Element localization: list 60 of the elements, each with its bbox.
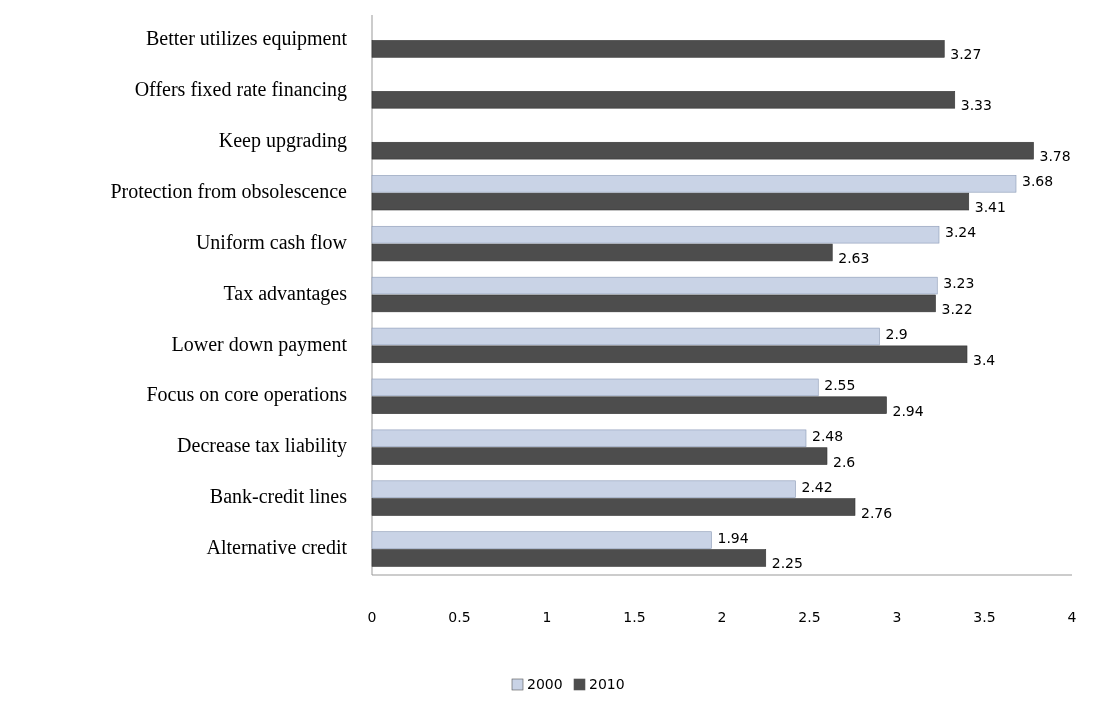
x-tick-label: 0 [367, 609, 377, 625]
data-label: 3.33 [960, 97, 992, 114]
data-label: 3.41 [974, 199, 1006, 216]
data-label: 3.27 [950, 46, 982, 63]
x-tick-label: 0.5 [448, 609, 471, 625]
y-tick-label: Bank-credit lines [209, 485, 348, 508]
data-label: 1.94 [717, 529, 749, 546]
bar [371, 294, 936, 313]
data-label: 2.94 [892, 402, 924, 419]
bar [371, 175, 1017, 193]
bar [371, 531, 712, 549]
data-label: 2.42 [801, 478, 833, 495]
bar [371, 378, 819, 397]
data-label: 2.55 [824, 376, 856, 393]
legend-label: 2010 [589, 676, 625, 692]
y-tick-label: Uniform cash flow [195, 230, 348, 253]
bar [371, 396, 887, 414]
data-label: 2.25 [771, 555, 803, 572]
bar [371, 327, 880, 346]
bar [371, 345, 968, 364]
y-tick-label: Lower down payment [171, 332, 348, 356]
bar [371, 243, 833, 262]
bar [371, 498, 856, 516]
x-tick-label: 3 [892, 609, 902, 625]
y-tick-label: Keep upgrading [218, 128, 347, 152]
y-tick-label: Tax advantages [223, 281, 348, 305]
bar [371, 480, 796, 498]
bar [371, 91, 956, 109]
y-tick-label: Offers fixed rate financing [134, 77, 347, 101]
data-label: 2.76 [861, 504, 893, 521]
bar [371, 40, 945, 58]
x-tick-label: 1.5 [623, 609, 646, 625]
data-label: 3.78 [1039, 148, 1071, 165]
bar [371, 141, 1034, 160]
data-label: 2.9 [885, 326, 908, 342]
data-label: 2.48 [812, 427, 844, 444]
data-label: 3.22 [941, 300, 973, 317]
bar [371, 447, 828, 465]
data-label: 2.6 [833, 453, 856, 470]
bar [371, 192, 970, 211]
y-tick-label: Better utilizes equipment [145, 27, 348, 51]
y-tick-label: Alternative credit [206, 536, 348, 559]
bar [371, 276, 938, 295]
y-tick-label: Decrease tax liability [177, 434, 347, 458]
data-label: 2.63 [838, 250, 870, 266]
x-tick-label: 3.5 [973, 609, 996, 625]
x-tick-label: 4 [1067, 609, 1077, 625]
data-label: 3.4 [973, 351, 996, 368]
y-tick-label: Protection from obsolescence [110, 179, 348, 202]
x-tick-label: 1 [542, 609, 552, 625]
data-label: 3.23 [943, 275, 975, 292]
x-tick-label: 2 [717, 609, 727, 625]
data-label: 3.68 [1022, 173, 1054, 190]
bar [371, 549, 767, 567]
bar [371, 225, 940, 244]
y-tick-label: Focus on core operations [146, 383, 348, 407]
x-tick-label: 2.5 [798, 609, 821, 625]
data-label: 3.24 [945, 224, 977, 241]
legend-label: 2000 [527, 676, 563, 692]
bar [371, 429, 807, 448]
